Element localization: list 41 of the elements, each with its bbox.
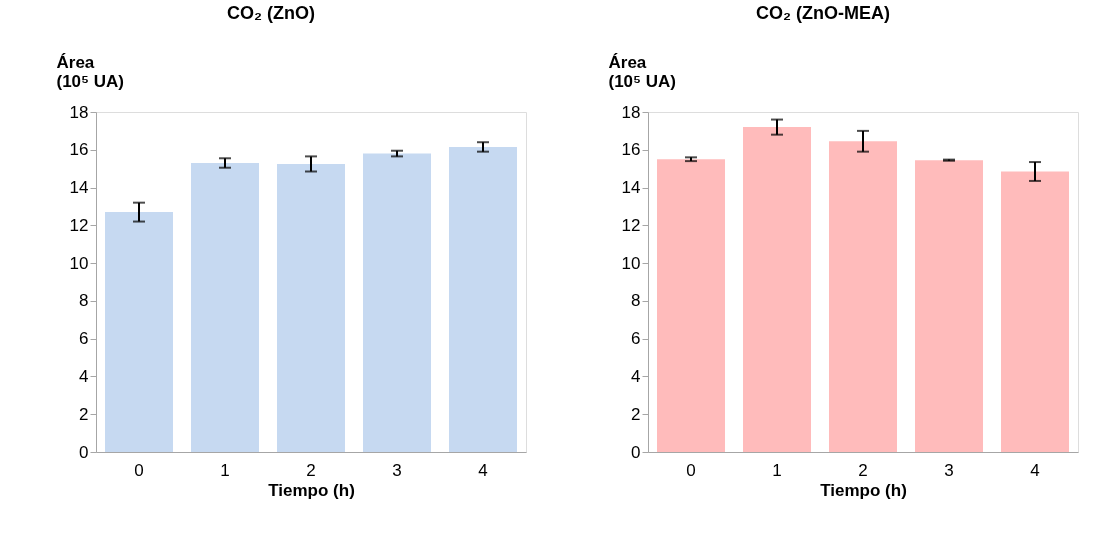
y-axis-title: Área (10⁵ UA): [608, 52, 676, 91]
y-tick-label: 0: [631, 442, 641, 462]
y-tick-label: 2: [631, 404, 641, 424]
bar: [829, 141, 897, 452]
y-tick-label: 4: [631, 366, 641, 386]
y-tick-label: 18: [621, 102, 641, 122]
x-tick-label: 1: [772, 460, 782, 480]
chart-title: CO₂ (ZnO): [227, 3, 315, 23]
y-tick-label: 16: [621, 140, 641, 160]
x-tick-label: 3: [392, 460, 402, 480]
bar: [743, 127, 811, 452]
x-tick-label: 3: [944, 460, 954, 480]
y-tick-label: 8: [631, 291, 641, 311]
bar: [1001, 171, 1069, 452]
x-tick-label: 1: [220, 460, 230, 480]
bar: [657, 159, 725, 452]
y-tick-label: 10: [621, 253, 641, 273]
x-axis-title: Tiempo (h): [820, 480, 907, 500]
y-tick-label: 0: [79, 442, 89, 462]
y-tick-label: 2: [79, 404, 89, 424]
y-tick-label: 12: [621, 215, 641, 235]
y-tick-label: 14: [69, 178, 89, 198]
y-tick-label: 18: [69, 102, 89, 122]
y-tick-label: 6: [79, 329, 89, 349]
x-axis-title: Tiempo (h): [268, 480, 355, 500]
y-tick-label: 14: [621, 178, 641, 198]
x-tick-label: 0: [686, 460, 696, 480]
x-tick-label: 4: [1030, 460, 1040, 480]
y-axis-title: Área (10⁵ UA): [56, 52, 124, 91]
x-tick-label: 0: [134, 460, 144, 480]
y-tick-label: 6: [631, 329, 641, 349]
y-tick-label: 8: [79, 291, 89, 311]
x-tick-label: 4: [478, 460, 488, 480]
bar: [915, 160, 983, 452]
y-tick-label: 16: [69, 140, 89, 160]
y-tick-label: 12: [69, 215, 89, 235]
x-tick-label: 2: [306, 460, 316, 480]
x-tick-label: 2: [858, 460, 868, 480]
y-tick-label: 4: [79, 366, 89, 386]
chart-title: CO₂ (ZnO-MEA): [756, 3, 890, 23]
y-tick-label: 10: [69, 253, 89, 273]
